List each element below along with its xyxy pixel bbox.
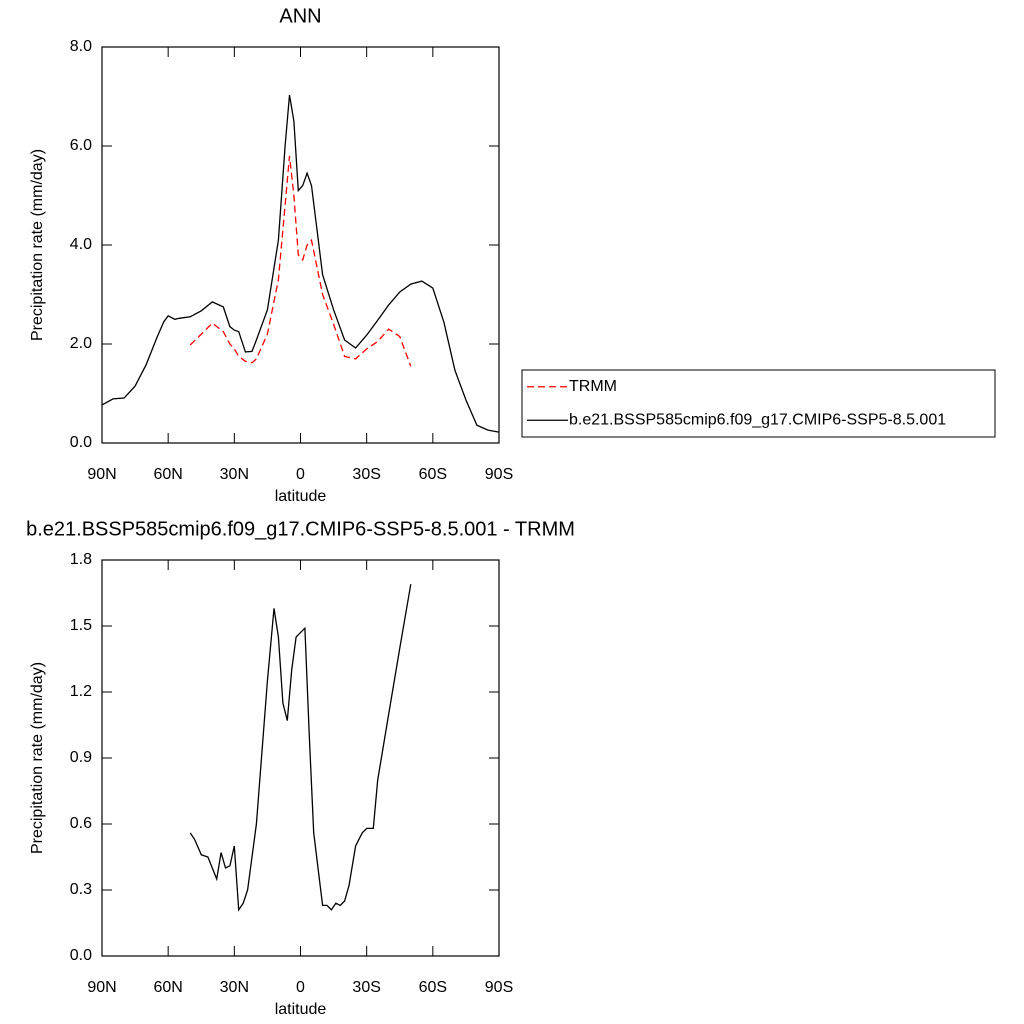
x-tick-label: 30N xyxy=(220,466,249,483)
y-tick-label: 2.0 xyxy=(70,335,92,352)
series-line xyxy=(189,155,412,367)
y-tick-label: 6.0 xyxy=(70,137,92,154)
x-tick-label: 30S xyxy=(352,466,380,483)
series-line xyxy=(101,94,500,433)
y-tick-label: 8.0 xyxy=(70,38,92,55)
x-tick-label: 90S xyxy=(485,466,513,483)
x-tick-label: 60S xyxy=(419,979,447,996)
y-tick-label: 0.9 xyxy=(70,749,92,766)
x-tick-label: 0 xyxy=(296,979,305,996)
x-tick-label: 90S xyxy=(485,979,513,996)
x-tick-label: 60N xyxy=(153,979,182,996)
x-tick-label: 90N xyxy=(87,979,116,996)
y-tick-label: 0.0 xyxy=(70,947,92,964)
legend-label: TRMM xyxy=(569,378,617,395)
x-tick-label: 30N xyxy=(220,979,249,996)
x-tick-label: 60S xyxy=(419,466,447,483)
y-tick-label: 1.8 xyxy=(70,551,92,568)
x-tick-label: 60N xyxy=(153,466,182,483)
y-axis-label: Precipitation rate (mm/day) xyxy=(29,662,46,854)
x-tick-label: 90N xyxy=(87,466,116,483)
y-tick-label: 0.3 xyxy=(70,881,92,898)
plot-frame xyxy=(101,46,500,444)
y-tick-label: 0.6 xyxy=(70,815,92,832)
x-tick-label: 30S xyxy=(352,979,380,996)
legend-box xyxy=(521,369,996,438)
chart-title: ANN xyxy=(279,5,321,27)
y-tick-label: 0.0 xyxy=(70,434,92,451)
y-tick-label: 1.2 xyxy=(70,683,92,700)
plot-frame xyxy=(101,559,500,957)
y-tick-label: 4.0 xyxy=(70,236,92,253)
legend-label: b.e21.BSSP585cmip6.f09_g17.CMIP6-SSP5-8.… xyxy=(569,411,946,428)
y-tick-label: 1.5 xyxy=(70,617,92,634)
x-axis-label: latitude xyxy=(275,488,327,505)
data-line xyxy=(189,584,412,912)
x-axis-label: latitude xyxy=(275,1001,327,1018)
chart-title: b.e21.BSSP585cmip6.f09_g17.CMIP6-SSP5-8.… xyxy=(26,518,575,540)
x-tick-label: 0 xyxy=(296,466,305,483)
y-axis-label: Precipitation rate (mm/day) xyxy=(29,149,46,341)
